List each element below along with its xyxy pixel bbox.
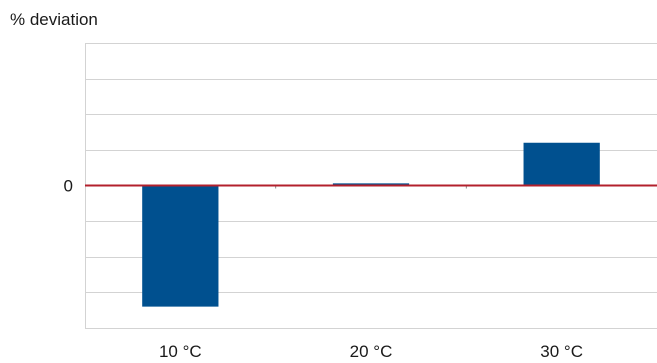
x-tick-label: 10 °C [159,342,202,361]
x-tick-label: 20 °C [350,342,393,361]
bar-20c [332,183,410,186]
bars [142,142,600,307]
x-tick-labels: 10 °C 20 °C 30 °C [159,342,583,361]
bar-10c [142,185,219,307]
y-tick-label: 0 [64,177,73,196]
y-axis-label: % deviation [10,10,98,29]
bar-30c [523,142,600,186]
y-tick-labels: 0 [64,177,73,196]
x-tick-label: 30 °C [540,342,583,361]
